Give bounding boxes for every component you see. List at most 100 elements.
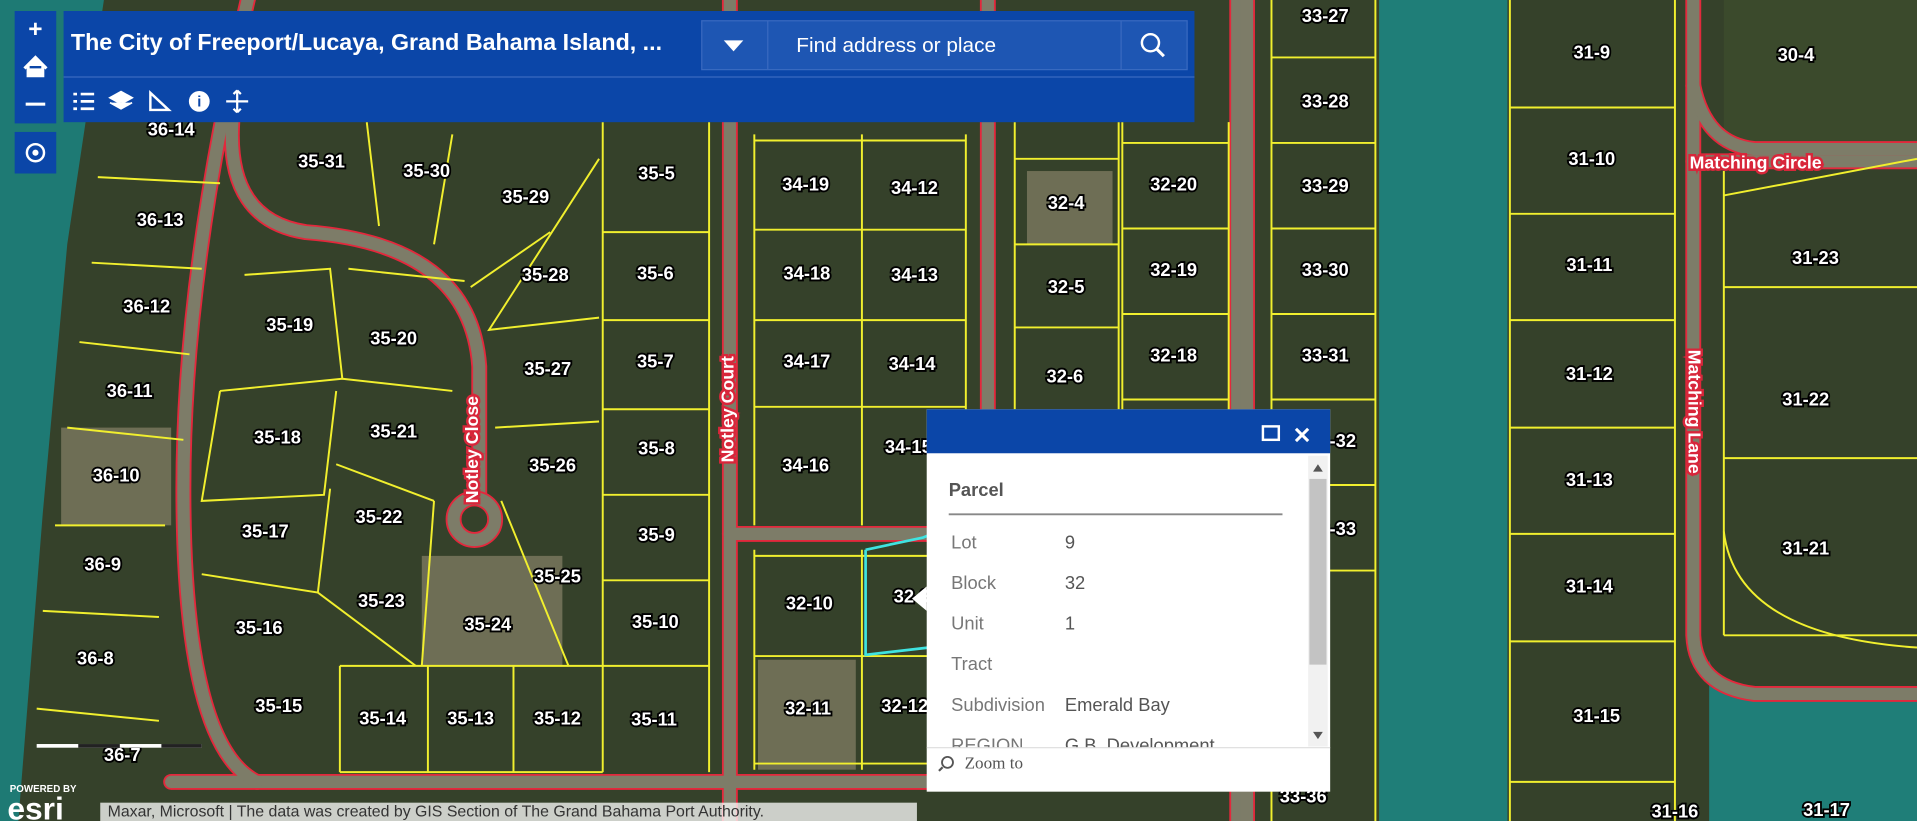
app-title: The City of Freeport/Lucaya, Grand Baham…: [71, 29, 662, 55]
roads: [163, 0, 1917, 821]
popup-pointer: [912, 586, 927, 611]
parcel-label: 35-12: [534, 707, 581, 728]
field-label: Block: [951, 572, 997, 593]
parcel-label: 35-16: [236, 617, 283, 638]
legend-tool[interactable]: [73, 92, 95, 111]
search-source-dropdown[interactable]: [723, 40, 744, 52]
popup-title: Parcel: [949, 479, 1004, 500]
zoom-out[interactable]: [25, 102, 46, 106]
toolbar: [73, 89, 249, 114]
parcel-label: 31-23: [1792, 247, 1839, 268]
parcel-label: 35-25: [534, 566, 581, 587]
parcel-label: 35-30: [403, 160, 450, 181]
parcel-label: 35-29: [502, 186, 549, 207]
popup-maximize[interactable]: [1261, 425, 1281, 442]
road-surface: [1687, 0, 1917, 701]
parcel-label: 35-11: [631, 709, 677, 730]
road-surface: [1687, 79, 1917, 156]
parcel-label: 36-14: [148, 119, 196, 140]
parcel-label: 35-31: [298, 150, 345, 171]
parcel-label: 31-15: [1573, 705, 1620, 726]
scale-bar: [36, 744, 202, 748]
parcel-label: 35-27: [524, 358, 571, 379]
parcel-label: 35-6: [637, 263, 674, 284]
parcel-label: 35-7: [637, 351, 674, 372]
field-value: G.B. Development: [1065, 734, 1215, 755]
parcel-label: 32-5: [1048, 276, 1085, 297]
field-label: Subdivision: [951, 694, 1045, 715]
zoom-in[interactable]: +: [28, 16, 42, 43]
road-label: Matching Circle: [1690, 152, 1822, 172]
parcel-label: 34-14: [889, 353, 937, 374]
popup: Parcel Lot 9 Block 32 Unit 1 Tract Subdivision E…: [912, 409, 1331, 792]
field-value: 9: [1065, 532, 1075, 553]
parcel-label: 35-26: [529, 455, 576, 476]
parcel-label: 30-4: [1778, 44, 1816, 65]
about-tool[interactable]: [188, 91, 210, 112]
parcel-label: 32-11: [785, 698, 831, 719]
parcel-label: 33-27: [1302, 5, 1349, 26]
road-surface: [225, 116, 486, 501]
road-label: Notley Close: [462, 396, 482, 503]
parcel-boundary: [500, 500, 570, 667]
locate-icon-dot: [32, 149, 39, 156]
parcel-label: 31-12: [1566, 363, 1613, 384]
parcel-label: 35-17: [242, 521, 289, 542]
field-label: Lot: [951, 532, 976, 553]
zoom-to-action[interactable]: Zoom to: [965, 754, 1023, 773]
parcel-boundary: [342, 377, 453, 392]
pan-tool[interactable]: [226, 89, 249, 114]
sand-patches: [61, 171, 1113, 770]
parcel-label: 35-22: [356, 506, 403, 527]
parcel-label: 35-24: [464, 613, 512, 634]
field-label: REGION: [951, 734, 1023, 755]
parcel-label: 31-17: [1803, 799, 1850, 820]
parcel-label: 32-12: [881, 695, 928, 716]
parcel-boundary: [1722, 531, 1917, 649]
parcel-boundary: [67, 426, 184, 441]
road-label: Notley Court: [717, 356, 737, 462]
popup-close[interactable]: [1294, 427, 1310, 443]
parcel-boundary: [219, 267, 344, 392]
parcel-boundary: [79, 341, 190, 356]
parcel-boundary: [433, 134, 454, 245]
parcel-boundary: [335, 463, 435, 502]
water: [0, 0, 104, 821]
popup-body: [926, 409, 1331, 792]
parcel-label: 33-29: [1302, 175, 1349, 196]
measure-tool[interactable]: [149, 90, 172, 112]
parcel-label: 33-30: [1302, 259, 1349, 280]
search-button[interactable]: [1140, 32, 1161, 53]
locate-icon: [25, 142, 46, 163]
parcel-label: 31-22: [1782, 389, 1829, 410]
parcel-label: 35-5: [638, 163, 675, 184]
parcel-label: 32-6: [1047, 365, 1084, 386]
home-button[interactable]: [23, 55, 48, 78]
attribution-bar: [100, 802, 917, 821]
parcel-boundary: [91, 261, 202, 270]
field-label: Unit: [951, 613, 984, 634]
parcel-lines: [36, 0, 1917, 821]
parcel-boundary: [36, 707, 160, 722]
parcel-label: 35-18: [254, 426, 301, 447]
popup-header: [926, 409, 1331, 454]
land: [1723, 0, 1917, 147]
parcel-label: 36-10: [93, 464, 140, 485]
popup-scroll-thumb[interactable]: [1309, 478, 1327, 665]
search-placeholder[interactable]: Find address or place: [796, 34, 996, 57]
parcel-label: 31-11: [1566, 254, 1612, 275]
road-surface: [177, 0, 263, 789]
parcel-label: 31-9: [1573, 42, 1610, 63]
search-box[interactable]: [701, 20, 1188, 71]
parcel-boundary: [495, 420, 600, 429]
zoom-to-icon: [941, 755, 954, 769]
layers-tool[interactable]: [108, 90, 134, 110]
parcel-label: 32-4: [1048, 192, 1086, 213]
parcel-boundary: [470, 231, 551, 288]
parcel-label: 35-13: [447, 707, 494, 728]
parcel-label: 34-15: [885, 436, 932, 457]
parcel-label: 35-23: [358, 590, 405, 611]
parcel-label: 36-11: [107, 380, 153, 401]
